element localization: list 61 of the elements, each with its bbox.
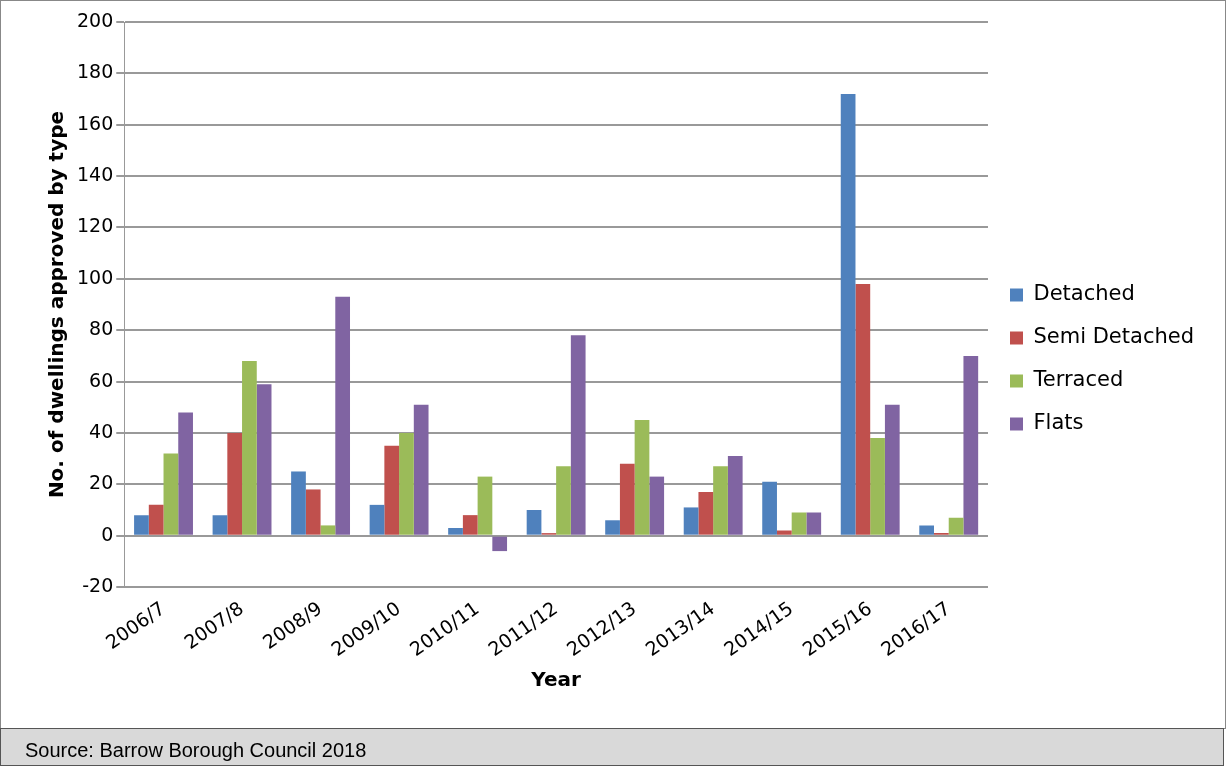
bar xyxy=(570,335,586,535)
bar xyxy=(840,93,856,535)
legend-label: Detached xyxy=(1033,281,1135,306)
bar xyxy=(870,438,885,535)
bar xyxy=(526,510,542,535)
bar xyxy=(806,512,822,535)
bar xyxy=(335,296,351,535)
legend-label: Semi Detached xyxy=(1033,324,1194,349)
bar xyxy=(791,512,807,535)
bar xyxy=(256,384,272,535)
y-axis-title: No. of dwellings approved by type xyxy=(44,110,69,499)
legend-label: Terraced xyxy=(1032,367,1124,392)
source-note: Source: Barrow Borough Council 2018 xyxy=(0,728,1224,766)
bar xyxy=(227,432,243,535)
bar xyxy=(448,527,463,535)
bar xyxy=(762,481,777,535)
bar xyxy=(462,515,478,535)
bar xyxy=(698,492,714,535)
x-axis-title: Year xyxy=(530,667,582,692)
bar xyxy=(634,420,650,535)
y-tick-label: 80 xyxy=(89,317,114,340)
bar xyxy=(605,520,620,535)
bar xyxy=(148,504,164,535)
bar xyxy=(855,283,871,535)
bar xyxy=(291,471,306,535)
bar xyxy=(683,507,699,535)
legend-label: Flats xyxy=(1033,410,1084,435)
bar xyxy=(212,515,228,535)
bar xyxy=(399,432,414,535)
bar xyxy=(305,489,321,535)
bar xyxy=(919,525,934,535)
bar xyxy=(713,466,728,535)
bar xyxy=(369,504,385,535)
y-tick-label: 180 xyxy=(77,60,114,83)
bar xyxy=(619,463,635,535)
y-tick-label: 0 xyxy=(101,522,114,545)
bar xyxy=(477,476,493,535)
bar xyxy=(649,476,665,535)
bar xyxy=(384,445,400,535)
bar xyxy=(948,517,964,535)
bar xyxy=(492,536,508,552)
y-tick-label: 120 xyxy=(77,214,114,237)
bar xyxy=(884,404,900,535)
y-tick-label: -20 xyxy=(82,573,114,596)
bar xyxy=(134,515,149,535)
bar xyxy=(556,466,571,535)
bar xyxy=(163,453,179,535)
bar xyxy=(320,525,336,535)
bar xyxy=(963,355,979,535)
y-tick-label: 140 xyxy=(77,163,114,186)
y-tick-label: 200 xyxy=(77,8,114,31)
y-tick-label: 160 xyxy=(77,111,114,134)
y-tick-label: 60 xyxy=(89,368,114,391)
bar xyxy=(242,361,257,535)
y-tick-label: 100 xyxy=(77,265,114,288)
bar xyxy=(413,404,429,535)
bar xyxy=(178,412,193,535)
bar xyxy=(727,456,743,535)
bar xyxy=(776,530,792,535)
y-tick-label: 20 xyxy=(89,471,114,494)
y-tick-label: 40 xyxy=(89,419,114,442)
